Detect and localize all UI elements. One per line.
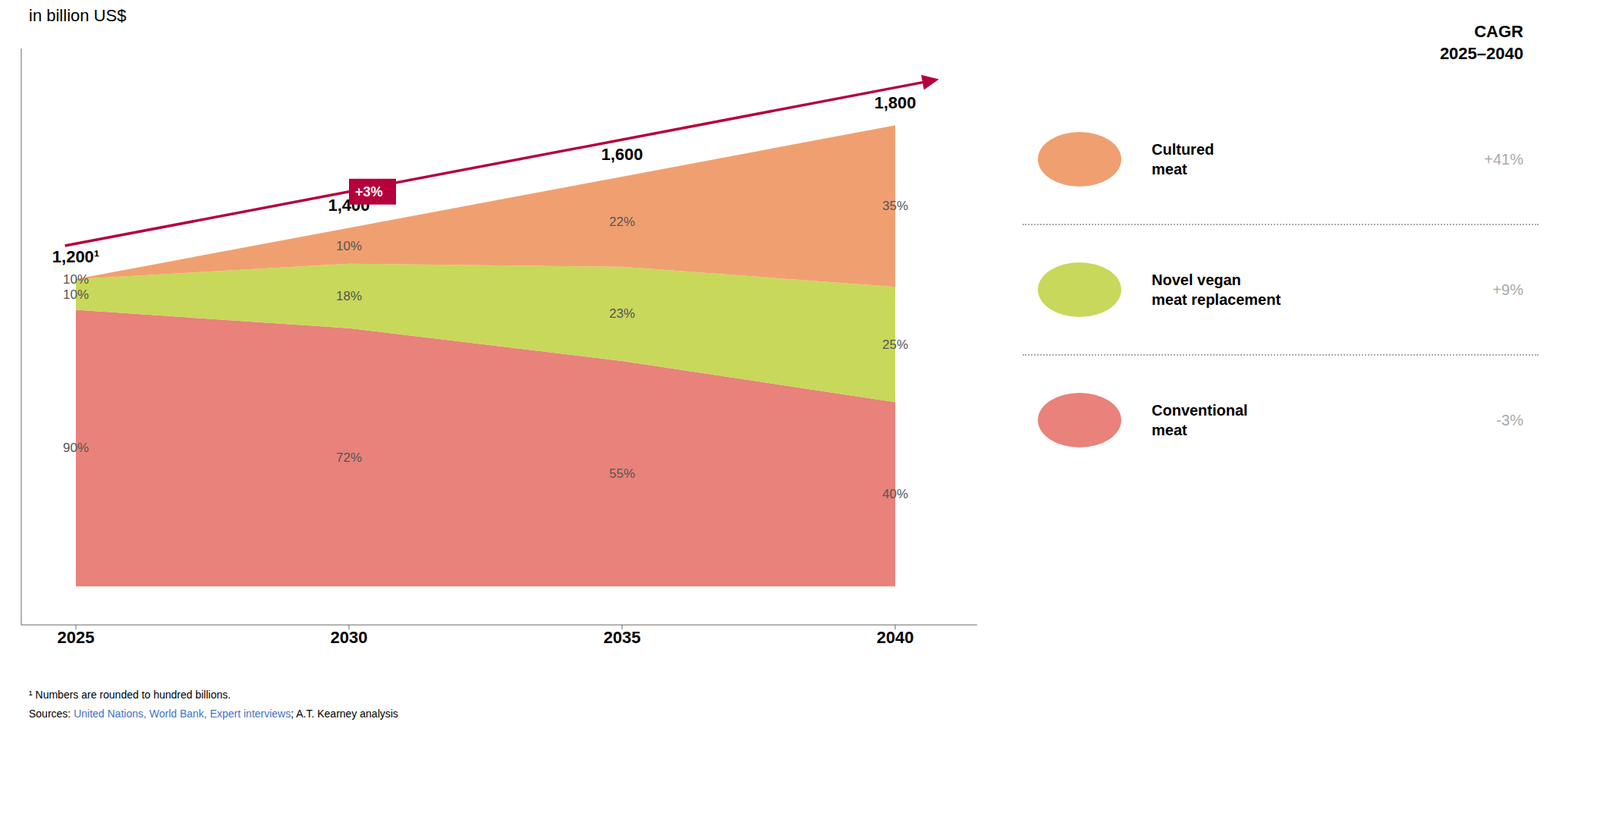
- html-text:¹ Numbers are rounded to hundr: ¹ Numbers are rounded to hundred billion…: [28, 688, 231, 701]
- svg-text:72%: 72%: [336, 450, 362, 466]
- svg-text:10%: 10%: [62, 272, 89, 287]
- svg-text:90%: 90%: [62, 440, 89, 456]
- svg-text:1,800: 1,800: [873, 93, 916, 113]
- svg-text:1,600: 1,600: [600, 144, 643, 164]
- html-text:+41%: +41%: [1484, 150, 1524, 168]
- svg-text:25%: 25%: [882, 337, 909, 353]
- svg-text:55%: 55%: [609, 466, 635, 481]
- svg-text:18%: 18%: [336, 289, 362, 304]
- html-text:-3%: -3%: [1496, 411, 1524, 429]
- html-text:meat replacement: meat replacement: [1151, 291, 1281, 309]
- html-text:+9%: +9%: [1492, 281, 1524, 298]
- html-text:meat: meat: [1151, 160, 1188, 178]
- html-text:Novel vegan: Novel vegan: [1151, 271, 1242, 289]
- svg-text:22%: 22%: [609, 214, 635, 230]
- svg-text:2025: 2025: [57, 628, 95, 648]
- html-text:Conventional: Conventional: [1151, 402, 1248, 419]
- html-text:Sources: United Nations, World: Sources: United Nations, World Bank, Exp…: [28, 707, 399, 721]
- html-text:Cultured: Cultured: [1151, 141, 1214, 158]
- svg-text:23%: 23%: [609, 306, 635, 321]
- html-text:2025–2040: 2025–2040: [1439, 43, 1524, 63]
- svg-text:10%: 10%: [62, 287, 89, 302]
- svg-text:10%: 10%: [336, 238, 362, 254]
- html-text:meat: meat: [1151, 421, 1188, 439]
- svg-text:1,400: 1,400: [328, 196, 370, 216]
- html-text:in billion US$: in billion US$: [28, 6, 127, 26]
- svg-text:40%: 40%: [882, 487, 909, 502]
- svg-text:+3%: +3%: [355, 184, 384, 200]
- svg-text:2040: 2040: [877, 628, 915, 648]
- html-text:CAGR: CAGR: [1474, 22, 1524, 41]
- svg-text:1,200¹: 1,200¹: [52, 247, 100, 267]
- svg-text:2030: 2030: [330, 628, 368, 648]
- svg-text:2035: 2035: [603, 628, 642, 648]
- svg-text:35%: 35%: [882, 198, 909, 214]
